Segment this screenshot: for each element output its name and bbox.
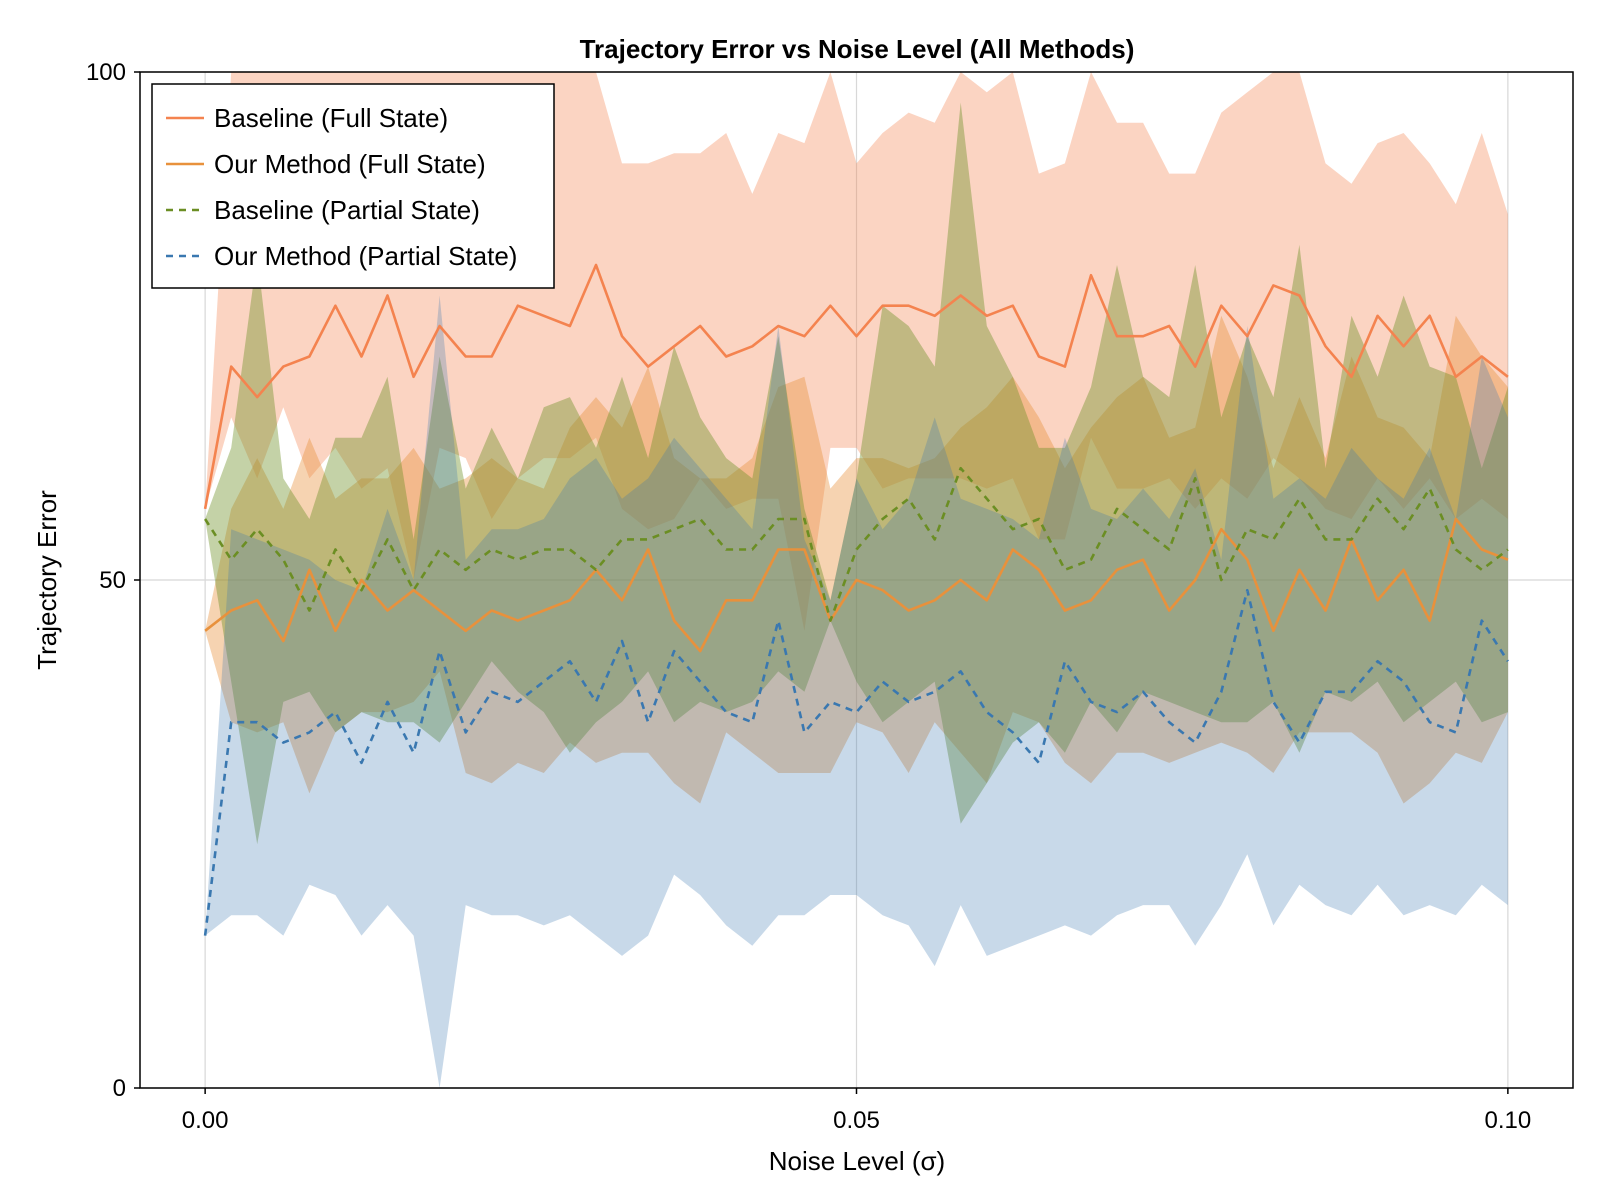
y-axis-ticks: 0 50 100 <box>86 59 140 1102</box>
y-tick-label-2: 100 <box>86 59 126 86</box>
x-axis-label: Noise Level (σ) <box>769 1146 945 1176</box>
legend: Baseline (Full State) Our Method (Full St… <box>151 83 555 289</box>
x-tick-label-0: 0.00 <box>182 1107 229 1134</box>
error-band-4 <box>205 295 1508 1088</box>
y-tick-label-1: 50 <box>99 567 126 594</box>
series-lines <box>203 263 1509 936</box>
legend-label-1: Baseline (Full State) <box>214 103 448 133</box>
y-axis-label: Trajectory Error <box>32 490 62 670</box>
error-band-3 <box>205 102 1508 845</box>
error-bands <box>205 72 1508 1088</box>
legend-label-2: Our Method (Full State) <box>214 149 486 179</box>
legend-box <box>151 83 555 289</box>
y-tick-label-0: 0 <box>113 1075 126 1102</box>
series-line-1 <box>203 263 1509 510</box>
x-axis-ticks: 0.00 0.05 0.10 <box>182 1088 1531 1134</box>
series-line-3 <box>204 466 1509 622</box>
legend-label-4: Our Method (Partial State) <box>214 241 517 271</box>
chart-title: Trajectory Error vs Noise Level (All Met… <box>580 34 1135 64</box>
x-tick-label-1: 0.05 <box>833 1107 880 1134</box>
series-line-4 <box>203 588 1509 936</box>
error-band-2 <box>205 315 1508 804</box>
series-line-2 <box>204 517 1509 653</box>
x-tick-label-2: 0.10 <box>1485 1107 1532 1134</box>
legend-label-3: Baseline (Partial State) <box>214 195 480 225</box>
